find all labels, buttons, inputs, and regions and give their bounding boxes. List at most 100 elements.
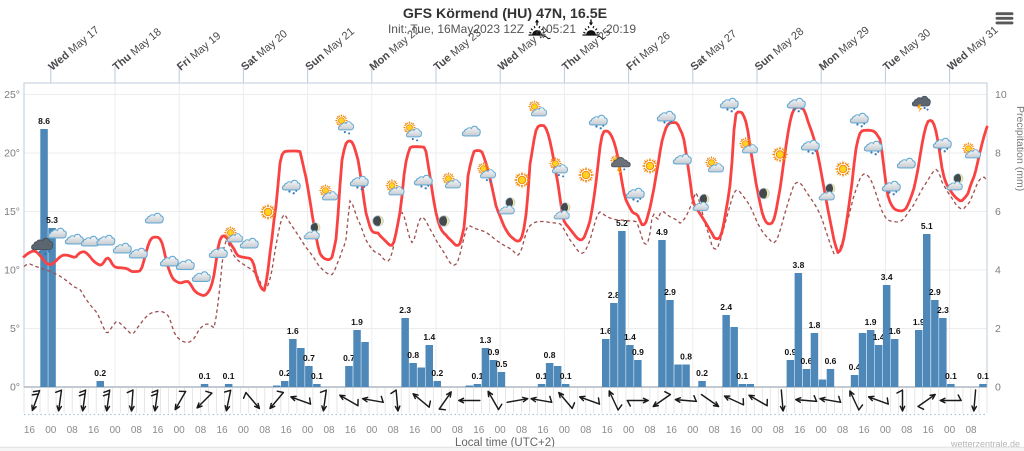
- svg-text:1.8: 1.8: [809, 320, 821, 330]
- svg-text:00: 00: [880, 425, 892, 436]
- svg-text:1.6: 1.6: [600, 326, 612, 336]
- svg-text:00: 00: [366, 425, 378, 436]
- svg-text:16: 16: [216, 425, 228, 436]
- svg-text:08: 08: [965, 425, 977, 436]
- svg-text:15°: 15°: [4, 206, 20, 218]
- svg-text:Local time (UTC+2): Local time (UTC+2): [455, 437, 555, 449]
- svg-text:2.8: 2.8: [608, 290, 620, 300]
- svg-text:Init: Tue, 16May2023 12Z: Init: Tue, 16May2023 12Z: [388, 22, 524, 36]
- svg-text:00: 00: [751, 425, 763, 436]
- svg-text:8: 8: [995, 148, 1001, 160]
- svg-text:0.1: 0.1: [311, 371, 323, 381]
- svg-text:08: 08: [195, 425, 207, 436]
- svg-text:00: 00: [687, 425, 699, 436]
- svg-text:16: 16: [858, 425, 870, 436]
- svg-text:1.9: 1.9: [913, 317, 925, 327]
- svg-text:0.2: 0.2: [94, 368, 106, 378]
- svg-text:4.9: 4.9: [656, 227, 668, 237]
- svg-text:16: 16: [152, 425, 164, 436]
- svg-text:10: 10: [995, 89, 1007, 101]
- svg-text:0.2: 0.2: [279, 368, 291, 378]
- svg-text:16: 16: [666, 425, 678, 436]
- svg-text:2.9: 2.9: [664, 287, 676, 297]
- svg-text:8.6: 8.6: [38, 116, 50, 126]
- svg-text:0.1: 0.1: [536, 371, 548, 381]
- svg-text:0.1: 0.1: [736, 371, 748, 381]
- svg-text:00: 00: [944, 425, 956, 436]
- svg-text:16: 16: [537, 425, 549, 436]
- svg-text:0.8: 0.8: [544, 350, 556, 360]
- svg-text:0.7: 0.7: [303, 353, 315, 363]
- svg-text:0.1: 0.1: [223, 371, 235, 381]
- svg-text:16: 16: [281, 425, 293, 436]
- svg-text:00: 00: [430, 425, 442, 436]
- svg-text:2.9: 2.9: [929, 287, 941, 297]
- svg-text:0.1: 0.1: [945, 371, 957, 381]
- svg-text:20:19: 20:19: [606, 22, 636, 36]
- svg-text:0.1: 0.1: [560, 371, 572, 381]
- svg-text:0.6: 0.6: [800, 356, 812, 366]
- svg-text:1.6: 1.6: [287, 326, 299, 336]
- svg-text:wetterzentrale.de: wetterzentrale.de: [950, 439, 1020, 449]
- svg-text:05:21: 05:21: [546, 22, 576, 36]
- svg-text:16: 16: [602, 425, 614, 436]
- svg-text:08: 08: [773, 425, 785, 436]
- svg-text:00: 00: [559, 425, 571, 436]
- svg-text:20°: 20°: [4, 148, 20, 160]
- svg-text:00: 00: [238, 425, 250, 436]
- svg-text:1.4: 1.4: [873, 332, 885, 342]
- svg-text:Precipitation (mm): Precipitation (mm): [1014, 106, 1024, 191]
- svg-text:08: 08: [644, 425, 656, 436]
- svg-text:08: 08: [580, 425, 592, 436]
- svg-text:08: 08: [388, 425, 400, 436]
- svg-text:2.3: 2.3: [399, 305, 411, 315]
- svg-text:16: 16: [794, 425, 806, 436]
- svg-text:1.4: 1.4: [624, 332, 636, 342]
- svg-text:0.2: 0.2: [696, 368, 708, 378]
- svg-text:16: 16: [24, 425, 36, 436]
- svg-text:25°: 25°: [4, 89, 20, 101]
- svg-text:00: 00: [174, 425, 186, 436]
- svg-text:08: 08: [901, 425, 913, 436]
- svg-text:16: 16: [730, 425, 742, 436]
- svg-text:00: 00: [302, 425, 314, 436]
- svg-text:3.4: 3.4: [881, 272, 893, 282]
- svg-text:0: 0: [995, 382, 1001, 394]
- svg-text:00: 00: [495, 425, 507, 436]
- svg-text:1.4: 1.4: [423, 332, 435, 342]
- svg-text:1.9: 1.9: [865, 317, 877, 327]
- svg-text:0.5: 0.5: [496, 359, 508, 369]
- svg-text:0.9: 0.9: [784, 347, 796, 357]
- svg-text:08: 08: [516, 425, 528, 436]
- svg-text:1.6: 1.6: [889, 326, 901, 336]
- svg-text:6: 6: [995, 206, 1001, 218]
- svg-text:0.9: 0.9: [632, 347, 644, 357]
- svg-text:0.1: 0.1: [471, 371, 483, 381]
- svg-text:5.1: 5.1: [921, 221, 933, 231]
- svg-text:0.8: 0.8: [680, 352, 692, 362]
- svg-text:0.8: 0.8: [407, 350, 419, 360]
- svg-text:08: 08: [67, 425, 79, 436]
- svg-text:4: 4: [995, 265, 1001, 277]
- svg-text:5.3: 5.3: [46, 215, 58, 225]
- svg-text:5°: 5°: [10, 323, 20, 335]
- svg-text:0.1: 0.1: [199, 371, 211, 381]
- svg-text:1.3: 1.3: [479, 335, 491, 345]
- svg-text:16: 16: [923, 425, 935, 436]
- svg-text:0.6: 0.6: [825, 356, 837, 366]
- svg-text:00: 00: [623, 425, 635, 436]
- svg-text:08: 08: [323, 425, 335, 436]
- svg-text:10°: 10°: [4, 265, 20, 277]
- svg-text:16: 16: [88, 425, 100, 436]
- svg-text:3.8: 3.8: [792, 260, 804, 270]
- svg-text:08: 08: [131, 425, 143, 436]
- svg-text:0.4: 0.4: [849, 362, 861, 372]
- svg-text:0.2: 0.2: [431, 368, 443, 378]
- svg-text:16: 16: [345, 425, 357, 436]
- svg-text:2.3: 2.3: [937, 305, 949, 315]
- svg-text:00: 00: [816, 425, 828, 436]
- svg-text:16: 16: [473, 425, 485, 436]
- svg-text:08: 08: [452, 425, 464, 436]
- svg-text:0.7: 0.7: [343, 353, 355, 363]
- svg-text:16: 16: [409, 425, 421, 436]
